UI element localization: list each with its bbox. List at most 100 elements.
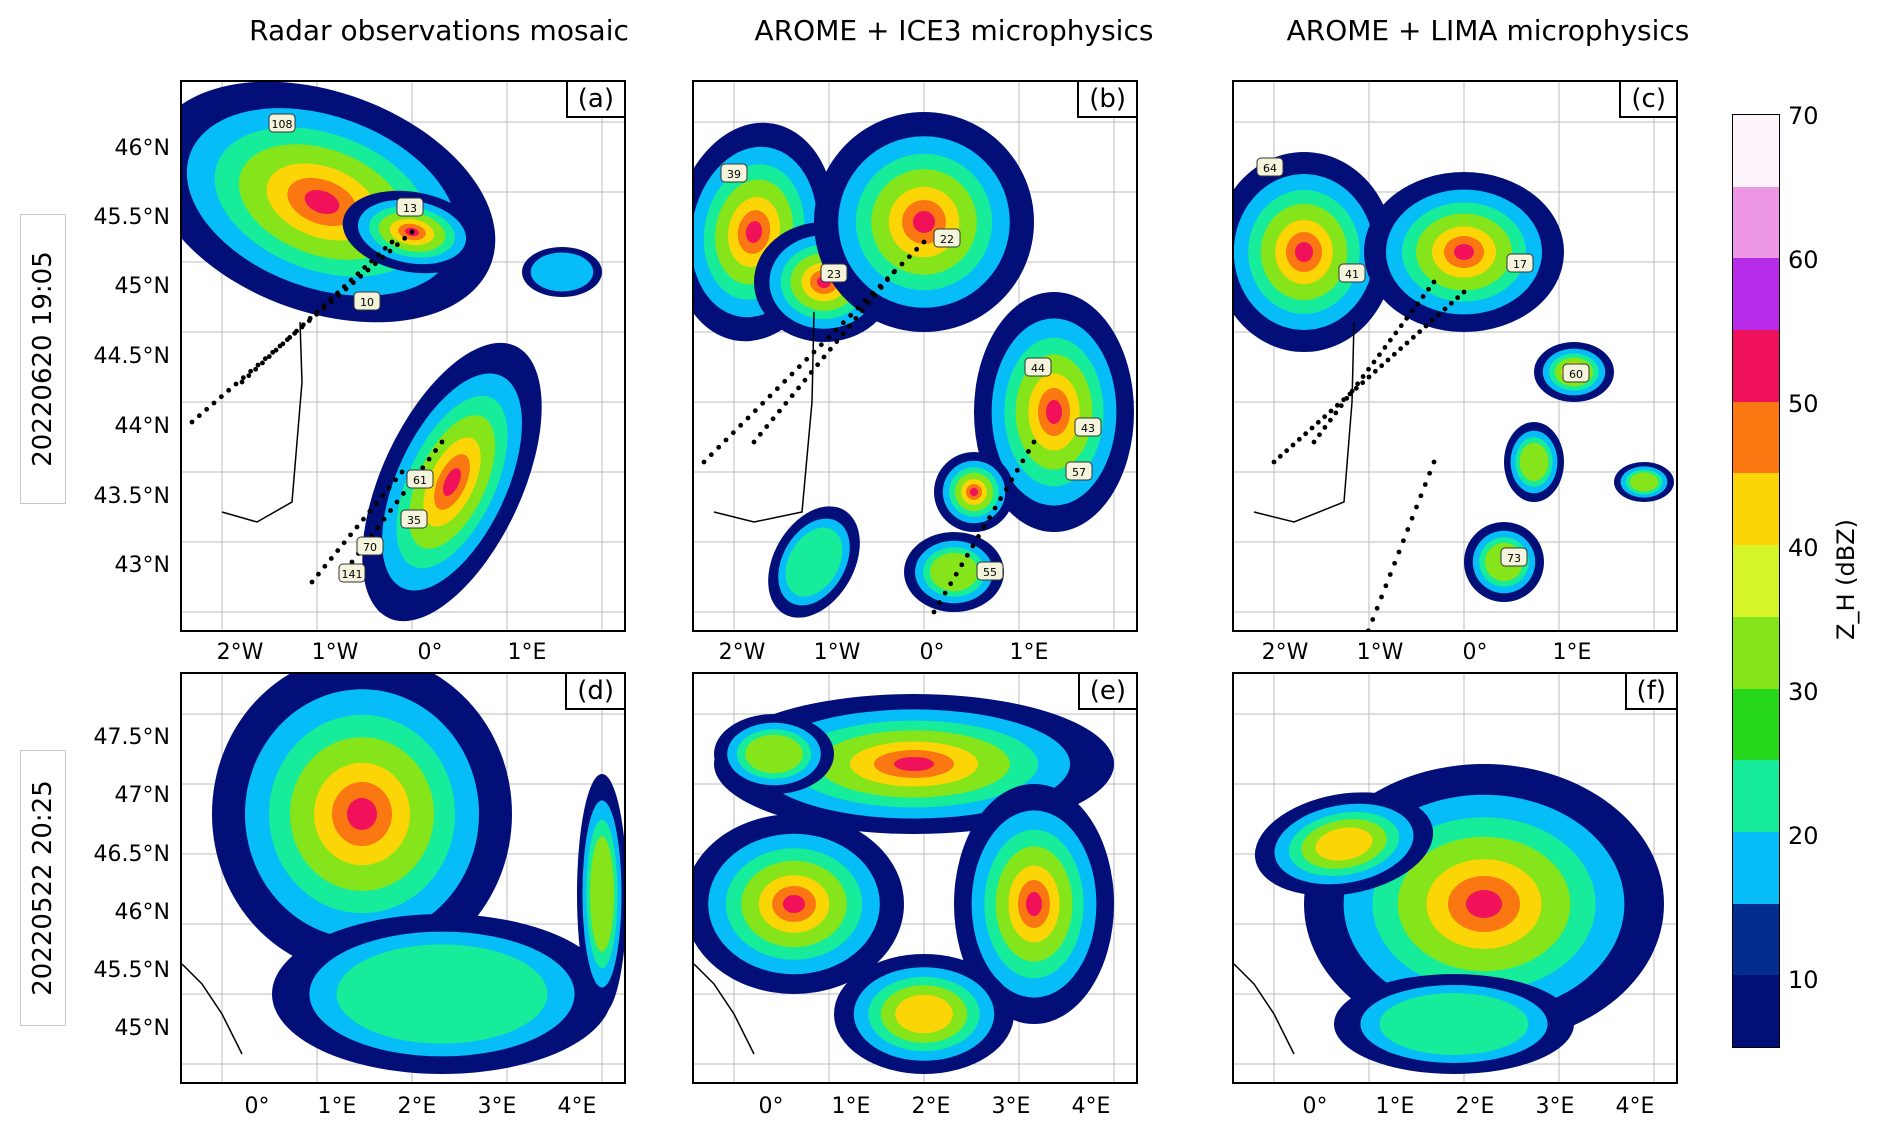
track-point <box>976 534 981 539</box>
track-point <box>1423 323 1429 329</box>
track-point <box>1360 374 1366 379</box>
track-point <box>226 387 232 393</box>
track-point <box>796 364 802 370</box>
colorbar-segment <box>1733 975 1779 1048</box>
track-point <box>1277 453 1283 459</box>
track-point <box>402 235 408 241</box>
xtick: 1°W <box>813 640 861 665</box>
track-point <box>1284 448 1290 454</box>
xtick: 4°E <box>1615 1094 1655 1119</box>
track-point <box>348 532 353 538</box>
xtick: 2°W <box>718 640 766 665</box>
reflectivity-cell <box>1454 244 1474 260</box>
track-point <box>322 563 328 569</box>
track-point <box>987 515 992 520</box>
track-point <box>246 373 252 379</box>
track-point <box>708 452 714 458</box>
track-point <box>1366 628 1371 630</box>
svg-text:39: 39 <box>727 168 741 181</box>
track-point <box>361 516 366 522</box>
xtick: 1°E <box>1375 1094 1415 1119</box>
panel-tag: (d) <box>565 672 626 710</box>
track-point <box>1366 366 1371 372</box>
cell-label: 35 <box>400 509 428 529</box>
track-point <box>1334 402 1340 408</box>
cell-label: 55 <box>976 561 1004 581</box>
xtick: 0° <box>1302 1094 1328 1119</box>
track-point <box>420 465 426 471</box>
ytick: 43°N <box>114 553 170 578</box>
ytick: 44°N <box>114 414 170 439</box>
track-point <box>1009 477 1015 483</box>
ytick: 46°N <box>114 900 170 925</box>
xtick: 0° <box>758 1094 784 1119</box>
track-point <box>1429 317 1435 323</box>
track-point <box>218 394 224 400</box>
coastline <box>1253 321 1355 523</box>
track-point <box>796 385 801 391</box>
track-point <box>255 362 261 368</box>
track-point <box>1426 286 1431 292</box>
reflectivity-cell <box>894 757 934 771</box>
track-point <box>855 305 861 311</box>
track-point <box>906 254 912 260</box>
track-point <box>1366 374 1372 380</box>
track-point <box>942 590 948 596</box>
track-point <box>369 258 374 264</box>
panel-tag: (c) <box>1619 80 1678 118</box>
cell-label: 13 <box>396 197 424 217</box>
track-point <box>1349 388 1355 394</box>
svg-text:73: 73 <box>1507 552 1521 565</box>
track-point <box>1003 486 1009 492</box>
coastline <box>1234 963 1295 1055</box>
track-point <box>981 524 987 530</box>
track-point <box>287 335 293 340</box>
track-point <box>280 341 286 347</box>
cell-label: 17 <box>1506 253 1534 273</box>
track-point <box>789 393 795 399</box>
track-point <box>433 448 438 453</box>
track-point <box>1415 301 1421 307</box>
svg-text:22: 22 <box>940 233 954 246</box>
colorbar-segment <box>1733 831 1779 905</box>
track-point <box>764 424 770 429</box>
track-point <box>1328 408 1334 414</box>
track-point <box>321 303 327 309</box>
track-point <box>751 439 757 445</box>
xtick: 3°E <box>991 1094 1031 1119</box>
xtick: 1°E <box>1552 640 1592 665</box>
track-point <box>1396 549 1402 555</box>
reflectivity-cell <box>530 252 594 292</box>
track-point <box>1455 295 1461 301</box>
track-point <box>1371 359 1377 365</box>
xtick: 1°E <box>831 1094 871 1119</box>
panel-tag: (f) <box>1624 672 1678 710</box>
svg-text:55: 55 <box>983 566 997 579</box>
track-point <box>248 368 254 374</box>
track-point <box>899 261 905 267</box>
track-point <box>354 524 360 530</box>
track-point <box>389 239 395 245</box>
colorbar <box>1732 114 1780 1048</box>
track-point <box>1410 334 1416 340</box>
ytick: 45°N <box>114 274 170 299</box>
track-point <box>362 265 368 270</box>
reflectivity-cell <box>1466 890 1502 918</box>
track-point <box>1418 493 1424 499</box>
panel-tag: (e) <box>1077 672 1138 710</box>
reflectivity-cell <box>970 488 978 496</box>
svg-text:35: 35 <box>407 514 421 527</box>
track-point <box>409 229 415 235</box>
track-point <box>1398 323 1404 329</box>
panel-tag: (a) <box>565 80 626 118</box>
track-point <box>394 242 400 248</box>
track-point <box>770 416 776 422</box>
xtick: 1°E <box>1009 640 1049 665</box>
track-point <box>701 459 707 465</box>
track-point <box>1391 351 1397 357</box>
cell-label: 70 <box>356 536 384 556</box>
track-point <box>826 334 832 340</box>
track-point <box>1385 357 1391 363</box>
track-point <box>964 552 970 558</box>
reflectivity-cell <box>913 211 935 233</box>
